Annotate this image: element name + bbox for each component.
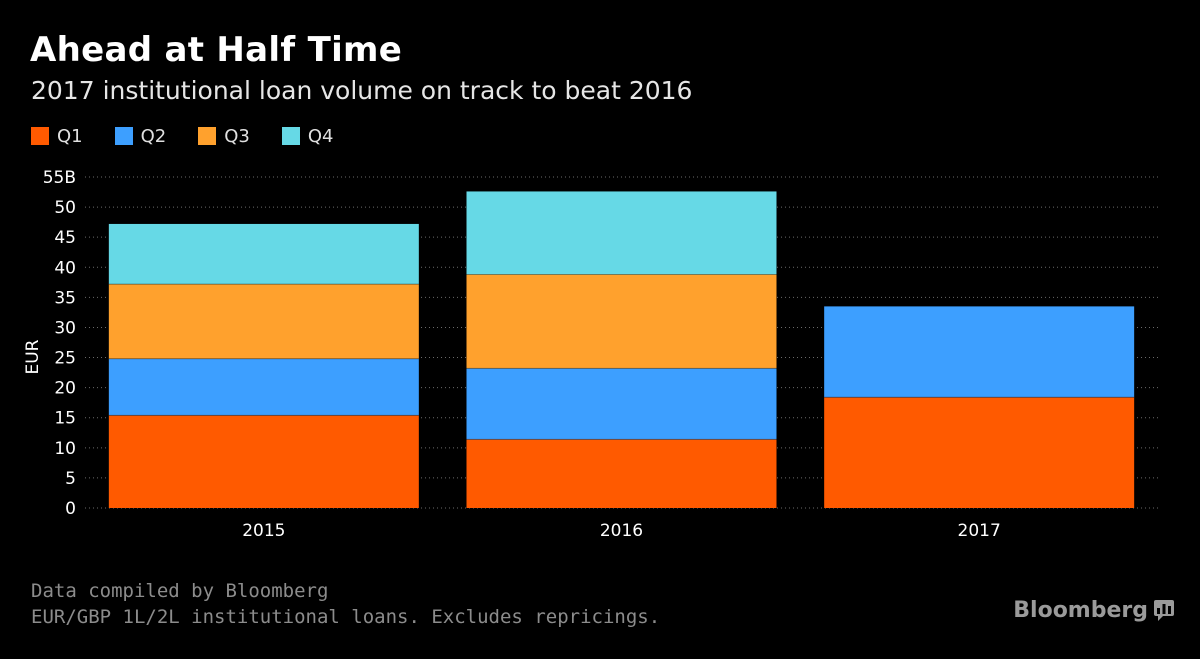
legend-label-q2: Q2 (140, 125, 167, 147)
y-axis-label: EUR (23, 339, 43, 374)
y-tick-label: 30 (54, 318, 76, 338)
chart-legend: Q1 Q2 Q3 Q4 (31, 124, 366, 148)
legend-item-q1: Q1 (31, 126, 83, 147)
bar-2017-q2 (824, 306, 1135, 398)
chart-title: Ahead at Half Time (30, 30, 403, 70)
x-tick-label: 2017 (958, 521, 1001, 541)
legend-item-q3: Q3 (198, 126, 250, 147)
description-note: EUR/GBP 1L/2L institutional loans. Exclu… (31, 606, 661, 628)
legend-label-q3: Q3 (224, 125, 250, 147)
bloomberg-chart-icon (1154, 599, 1174, 621)
legend-swatch-q2 (114, 127, 133, 145)
bar-2015-q2 (108, 358, 419, 416)
bar-2015-q1 (108, 415, 419, 508)
y-tick-label: 45 (54, 228, 76, 248)
legend-swatch-q3 (198, 127, 217, 145)
y-tick-label: 40 (54, 258, 76, 278)
y-tick-label: 55B (43, 168, 76, 188)
x-tick-label: 2015 (242, 521, 285, 541)
y-tick-label: 50 (54, 198, 76, 218)
bar-2017-q1 (824, 397, 1135, 508)
legend-swatch-q1 (31, 127, 49, 145)
bar-2016-q2 (466, 368, 777, 440)
chart-footer: Data compiled by Bloomberg EUR/GBP 1L/2L… (31, 578, 660, 630)
legend-swatch-q4 (281, 127, 300, 145)
y-tick-label: 25 (54, 349, 76, 369)
bar-2016-q1 (466, 439, 777, 508)
y-tick-label: 15 (54, 409, 76, 429)
legend-label-q1: Q1 (57, 125, 83, 147)
legend-item-q2: Q2 (114, 125, 167, 147)
bar-2015-q3 (108, 284, 419, 359)
bloomberg-logo: Bloomberg (1013, 598, 1174, 623)
legend-label-q4: Q4 (307, 125, 334, 147)
y-tick-label: 5 (65, 469, 76, 489)
y-tick-label: 0 (65, 499, 76, 519)
bar-2016-q4 (466, 191, 777, 275)
y-tick-label: 20 (54, 379, 76, 399)
y-tick-label: 10 (54, 439, 76, 459)
source-note: Data compiled by Bloomberg (31, 580, 329, 602)
legend-item-q4: Q4 (281, 125, 334, 147)
chart-subtitle: 2017 institutional loan volume on track … (31, 76, 693, 105)
bar-2015-q4 (108, 223, 419, 285)
bar-2016-q3 (466, 274, 777, 369)
logo-text: Bloomberg (1013, 598, 1148, 623)
y-tick-label: 35 (54, 288, 76, 308)
x-tick-label: 2016 (600, 521, 643, 541)
